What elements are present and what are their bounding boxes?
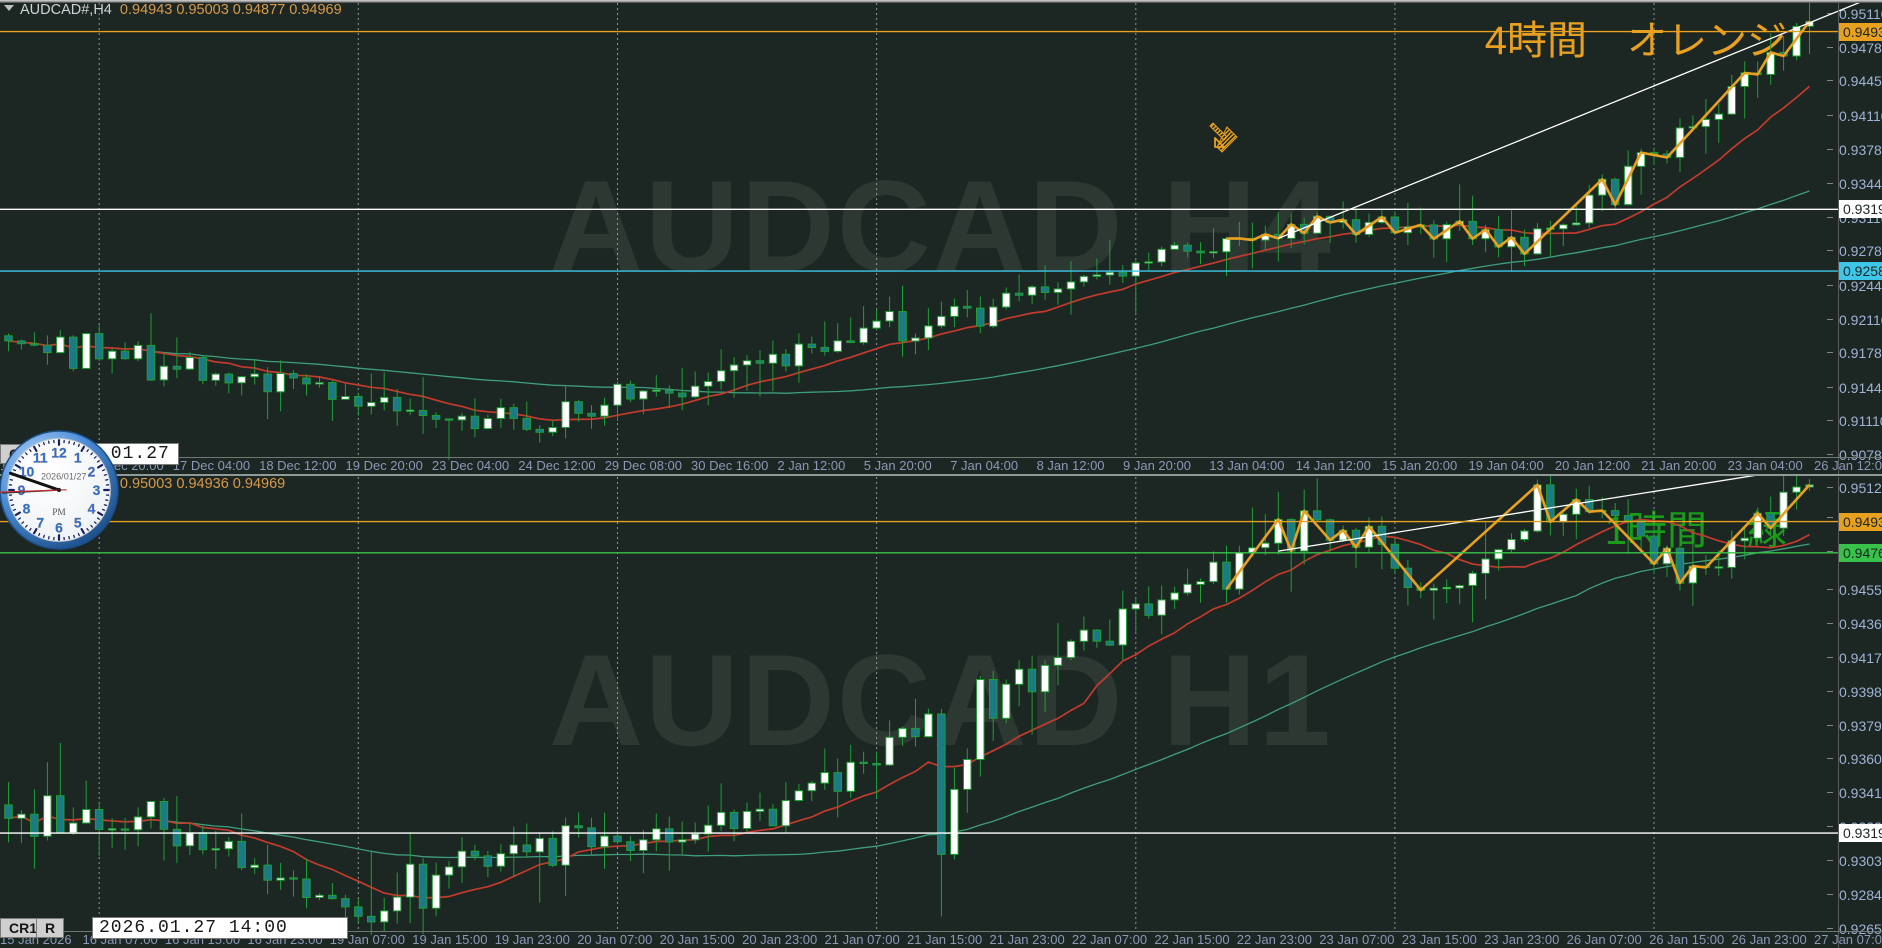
svg-text:4: 4 [88,501,96,517]
svg-text:2: 2 [88,463,96,479]
svg-text:7: 7 [36,514,44,530]
svg-text:PM: PM [52,508,66,518]
svg-text:6: 6 [55,519,63,535]
svg-text:5: 5 [74,514,82,530]
svg-text:8: 8 [23,501,31,517]
svg-text:1: 1 [74,450,82,466]
svg-text:3: 3 [93,482,101,498]
svg-text:9: 9 [18,482,26,498]
svg-text:2026/01/27: 2026/01/27 [41,471,87,481]
svg-text:12: 12 [51,445,67,461]
svg-text:11: 11 [33,450,48,466]
